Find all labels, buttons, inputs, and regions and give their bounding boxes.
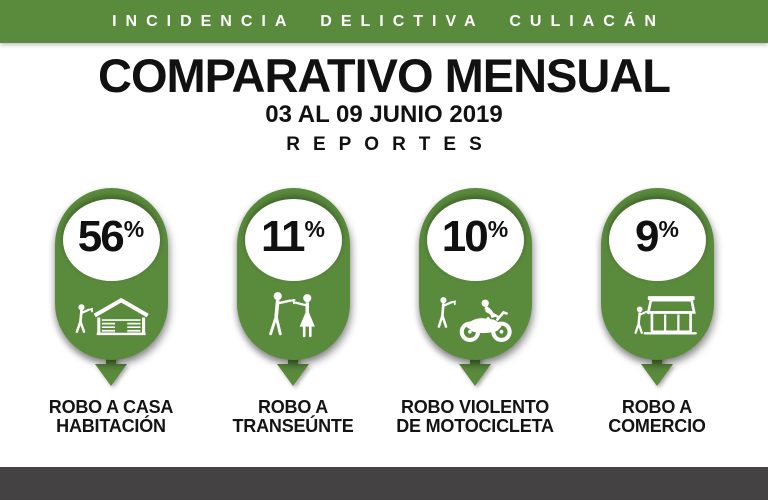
percent-unit: % (487, 216, 509, 242)
down-arrow-icon (459, 348, 491, 386)
down-arrow-icon (277, 348, 309, 386)
stat-percent: 10% (441, 212, 509, 261)
reportes-subtitle: REPORTES (286, 134, 495, 155)
stat-label: ROBO VIOLENTO DE MOTOCICLETA (396, 397, 554, 436)
percent-unit: % (658, 216, 679, 242)
stat-label: ROBO A TRANSEÚNTE (232, 397, 354, 436)
stat-pill: 56% (54, 188, 168, 360)
date-range: 03 AL 09 JUNIO 2019 (265, 101, 503, 128)
stat-pill: 9% (600, 188, 714, 360)
stat-pill: 10% (418, 188, 532, 360)
motorcycle-robbery-icon (434, 288, 516, 345)
stat-circle: 9% (608, 199, 706, 281)
stat-circle: 10% (426, 199, 524, 281)
stat-label: ROBO A CASA HABITACIÓN (48, 397, 174, 436)
stat-percent: 11% (261, 212, 325, 261)
stat-card-comercio: 9% (600, 188, 714, 436)
footer-bar (0, 467, 768, 500)
percent-unit: % (304, 216, 325, 242)
stats-row: 56% (0, 188, 768, 435)
pedestrian-robbery-icon (252, 288, 334, 345)
burglar-house-icon (70, 288, 152, 345)
top-banner: INCIDENCIA DELICTIVA CULIACÁN (0, 0, 768, 43)
stat-label: ROBO A COMERCIO (608, 397, 706, 436)
stat-card-transeunte: 11% (233, 188, 354, 435)
stat-card-motocicleta: 10% (396, 188, 554, 435)
stat-circle: 56% (62, 199, 160, 281)
stat-pill: 11% (236, 188, 350, 360)
stat-card-casa-habitacion: 56% (49, 188, 173, 435)
down-arrow-icon (95, 348, 127, 386)
store-robbery-icon (616, 288, 698, 345)
down-arrow-icon (641, 348, 673, 386)
stat-percent: 9% (635, 212, 679, 261)
banner-title: INCIDENCIA DELICTIVA CULIACÁN (112, 12, 665, 30)
stat-percent: 56% (77, 212, 145, 261)
percent-unit: % (123, 216, 145, 242)
page-title: COMPARATIVO MENSUAL (98, 49, 671, 102)
stat-circle: 11% (244, 199, 342, 281)
